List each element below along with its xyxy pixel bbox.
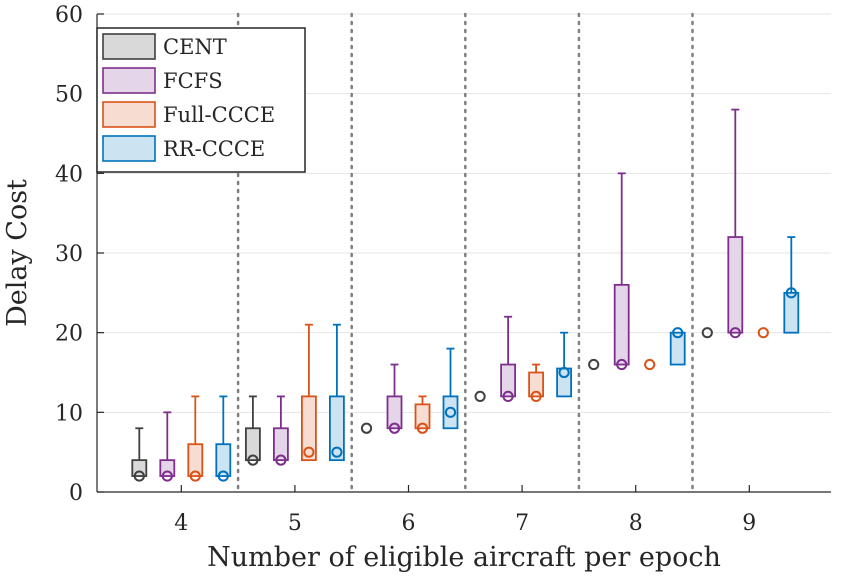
- box-body: [215, 443, 232, 477]
- box-fcfs-5: [272, 395, 289, 466]
- box-body: [528, 371, 544, 398]
- box-fcfs-7: [500, 315, 517, 402]
- box-full-ccce-6: [414, 395, 431, 434]
- median-marker: [474, 390, 486, 402]
- legend-item-full-ccce: Full-CCCE: [102, 101, 275, 128]
- legend-swatch-full-ccce: [102, 101, 156, 128]
- box-full-ccce-4: [187, 395, 204, 482]
- median-marker: [757, 327, 769, 339]
- median-marker: [588, 358, 600, 371]
- box-body: [386, 395, 403, 430]
- y-tick-label-50: 50: [55, 83, 83, 108]
- box-body: [613, 283, 630, 366]
- median-marker: [303, 446, 315, 458]
- median-marker: [530, 390, 542, 402]
- box-cent-4: [131, 427, 148, 482]
- box-body: [187, 443, 204, 477]
- box-body: [442, 395, 459, 430]
- median-marker: [644, 358, 656, 371]
- legend-item-rr-ccce: RR-CCCE: [102, 135, 265, 162]
- y-tick-label-30: 30: [55, 242, 83, 267]
- median-marker: [331, 446, 343, 458]
- median-marker: [133, 470, 145, 482]
- median-marker: [217, 470, 229, 482]
- box-fcfs-9: [727, 108, 744, 339]
- median-marker: [161, 470, 173, 482]
- x-tick-label-9: 9: [742, 511, 756, 536]
- y-tick-label-60: 60: [55, 3, 83, 28]
- box-full-ccce-7: [528, 363, 544, 402]
- box-rr-ccce-4: [215, 395, 232, 482]
- legend-item-cent: CENT: [102, 33, 227, 60]
- box-full-ccce-9: [757, 327, 769, 339]
- box-body: [328, 395, 345, 462]
- median-marker: [388, 422, 401, 434]
- legend-swatch-cent: [102, 33, 156, 60]
- box-body: [669, 331, 686, 366]
- legend-label-fcfs: FCFS: [163, 69, 223, 93]
- legend-swatch-fcfs: [102, 67, 156, 94]
- legend-label-full-ccce: Full-CCCE: [163, 103, 275, 127]
- y-axis-label: Delay Cost: [2, 179, 33, 327]
- box-cent-8: [588, 358, 600, 371]
- box-rr-ccce-6: [442, 347, 459, 430]
- box-cent-9: [701, 327, 713, 339]
- legend-item-fcfs: FCFS: [102, 67, 223, 94]
- y-tick-label-0: 0: [69, 481, 83, 506]
- box-rr-ccce-5: [328, 323, 345, 462]
- y-tick-label-40: 40: [55, 162, 83, 187]
- x-tick-label-7: 7: [515, 511, 529, 536]
- x-tick-label-6: 6: [402, 511, 416, 536]
- x-tick-label-8: 8: [629, 511, 643, 536]
- y-tick-label-20: 20: [55, 322, 83, 347]
- legend-label-rr-ccce: RR-CCCE: [163, 137, 265, 161]
- box-fcfs-8: [613, 172, 630, 371]
- box-body: [783, 291, 800, 334]
- y-tick-label-10: 10: [55, 401, 83, 426]
- median-marker: [247, 454, 259, 466]
- box-body: [500, 363, 517, 398]
- box-rr-ccce-8: [669, 327, 686, 366]
- median-marker: [275, 454, 287, 466]
- median-marker: [416, 422, 429, 434]
- box-cent-6: [360, 422, 373, 434]
- box-rr-ccce-7: [556, 331, 572, 398]
- median-marker: [729, 327, 741, 339]
- box-body: [244, 427, 261, 462]
- median-marker: [616, 358, 628, 371]
- median-marker: [672, 327, 684, 339]
- x-tick-label-5: 5: [288, 511, 302, 536]
- median-marker: [360, 422, 373, 434]
- box-cent-5: [244, 395, 261, 466]
- median-marker: [701, 327, 713, 339]
- box-fcfs-6: [386, 363, 403, 434]
- median-marker: [189, 470, 201, 482]
- legend-swatch-rr-ccce: [102, 135, 156, 162]
- box-body: [272, 427, 289, 462]
- legend-label-cent: CENT: [163, 35, 227, 59]
- median-marker: [444, 406, 457, 418]
- box-rr-ccce-9: [783, 236, 800, 334]
- box-body: [300, 395, 317, 462]
- legend: CENT FCFS Full-CCCE RR-CCCE: [96, 27, 306, 173]
- box-series: [131, 108, 800, 482]
- box-body: [414, 403, 431, 430]
- x-axis-label: Number of eligible aircraft per epoch: [207, 542, 721, 573]
- box-body: [727, 236, 744, 334]
- x-tick-label-4: 4: [174, 511, 188, 536]
- median-marker: [785, 287, 797, 299]
- median-marker: [558, 366, 570, 379]
- median-marker: [502, 390, 514, 402]
- box-cent-7: [474, 390, 486, 402]
- tick-labels: 0 10 20 30 40 50 60 4 5 6 7 8 9: [55, 3, 756, 536]
- box-fcfs-4: [159, 411, 176, 482]
- box-full-ccce-5: [300, 323, 317, 462]
- box-full-ccce-8: [644, 358, 656, 371]
